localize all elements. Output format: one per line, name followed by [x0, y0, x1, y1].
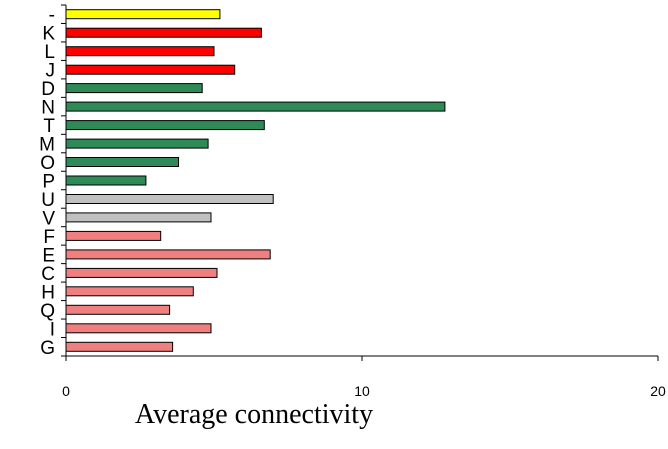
bar-O: [66, 158, 179, 167]
tick-labels: 0 10 20: [62, 383, 666, 399]
bar-T: [66, 121, 264, 130]
bar-I: [66, 324, 211, 333]
bar-K: [66, 28, 261, 37]
bar-J: [66, 65, 235, 74]
x-tick-label: 0: [62, 383, 70, 399]
bar-V: [66, 213, 211, 222]
bar-M: [66, 139, 208, 148]
x-tick-label: 10: [354, 383, 370, 399]
x-tick-label: 20: [650, 383, 666, 399]
bar-U: [66, 195, 273, 204]
x-axis-title: Average connectivity: [135, 399, 373, 430]
bar-F: [66, 231, 161, 240]
bar-dash: [66, 10, 220, 19]
bar-E: [66, 250, 270, 259]
bar-C: [66, 268, 217, 277]
bar-D: [66, 84, 202, 93]
bar-P: [66, 176, 146, 185]
bar-Q: [66, 305, 170, 314]
bars-group: [66, 10, 445, 352]
bar-L: [66, 47, 214, 56]
bar-H: [66, 287, 193, 296]
category-label: G: [40, 338, 55, 359]
bar-N: [66, 102, 445, 111]
bar-G: [66, 342, 173, 351]
